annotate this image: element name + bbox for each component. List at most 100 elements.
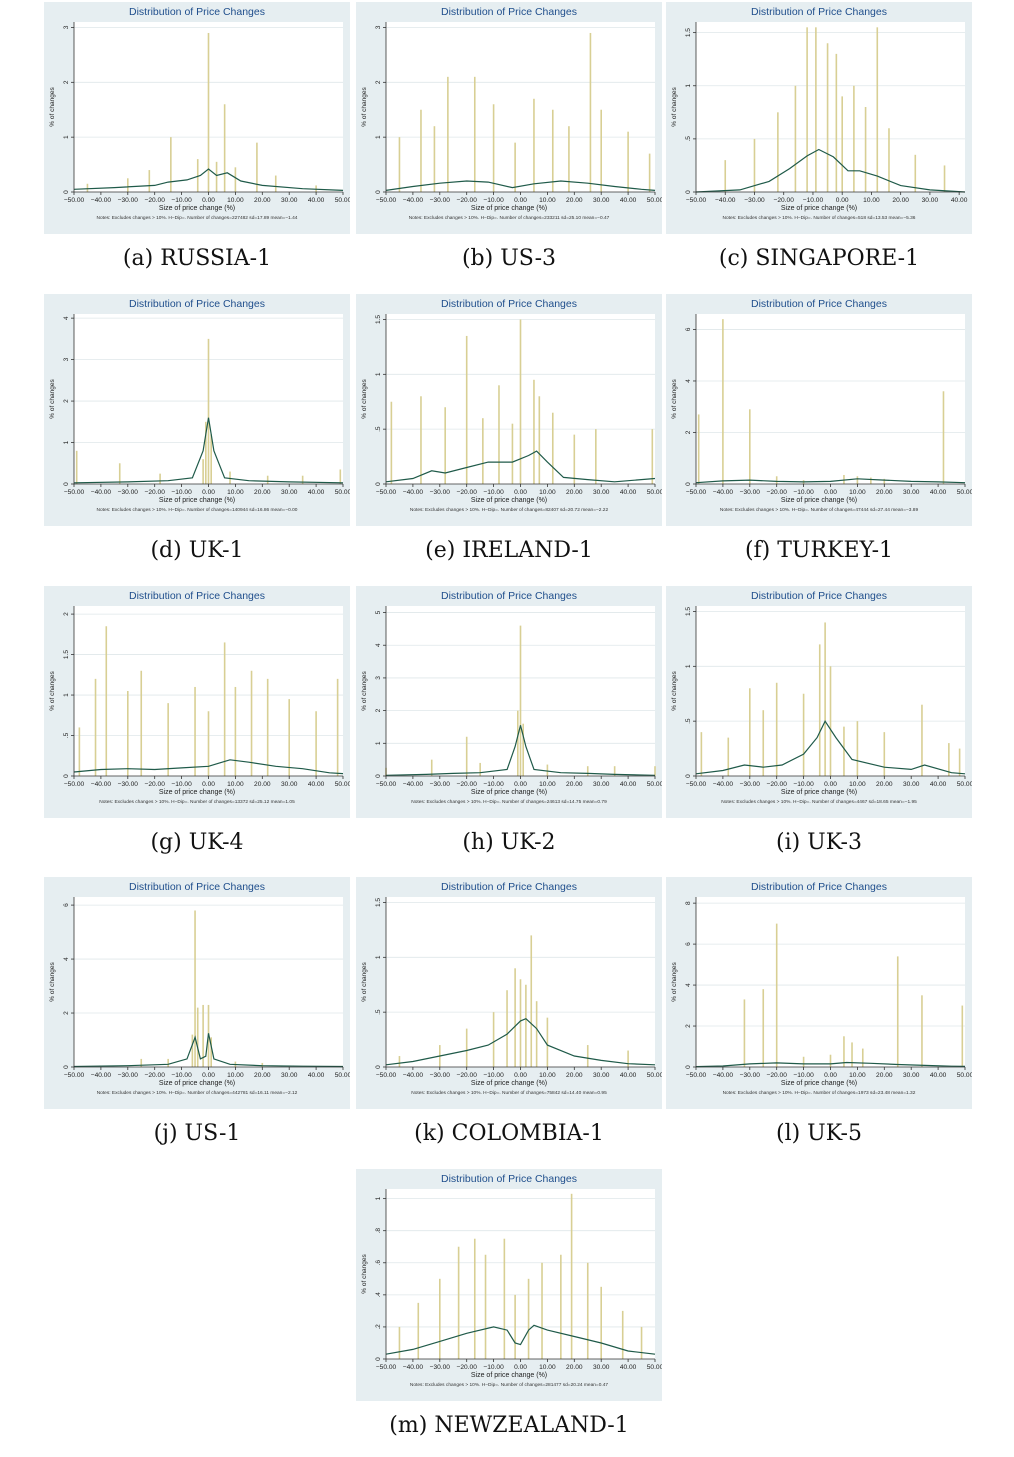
x-tick-label: −20.00: [457, 489, 478, 496]
y-tick-label: 4: [375, 643, 382, 647]
x-tick-label: 20.00: [566, 1364, 583, 1371]
y-axis-label: % of changes: [361, 379, 368, 419]
price-change-bar: [390, 401, 393, 484]
y-tick-label: 0: [63, 482, 70, 486]
y-tick-label: 2: [685, 430, 692, 434]
price-change-bar: [762, 710, 765, 776]
x-axis-label: Size of price change (%): [471, 205, 547, 212]
price-change-bar: [210, 1037, 212, 1067]
x-tick-label: −20.00: [457, 1364, 478, 1371]
price-change-bar: [465, 1028, 468, 1067]
y-tick-label: 1.5: [375, 315, 382, 324]
x-tick-label: −30.00: [118, 781, 139, 788]
x-tick-label: 20.00: [254, 489, 271, 496]
x-tick-label: 30.00: [593, 489, 610, 496]
subfigure-caption: (l) UK-5: [775, 1121, 862, 1146]
x-tick-label: −30.00: [430, 1364, 451, 1371]
y-tick-label: 0: [375, 1065, 382, 1069]
price-change-bar: [627, 131, 629, 192]
price-change-bar: [883, 732, 886, 776]
price-change-bar: [829, 666, 832, 776]
price-change-bar: [586, 766, 589, 776]
x-tick-label: −30.00: [740, 1072, 761, 1079]
y-tick-label: 0: [685, 190, 692, 194]
subfigure-caption: (j) US-1: [153, 1121, 241, 1146]
y-tick-label: 6: [63, 903, 70, 907]
price-change-bar: [433, 126, 436, 192]
y-axis-label: % of changes: [361, 1254, 368, 1294]
price-change-bar: [86, 183, 89, 192]
price-change-bar: [127, 178, 129, 192]
chart-panel-b: Distribution of Price Changes 0 1 2 3 % of ch…: [354, 0, 664, 290]
price-change-bar: [802, 693, 805, 776]
y-tick-label: 3: [375, 676, 382, 680]
price-change-bar: [167, 703, 169, 776]
price-change-bar: [806, 27, 808, 192]
price-change-bar: [196, 159, 199, 192]
chart-figure: Distribution of Price Changes 0 .5 1 1.5 2 % o…: [44, 586, 350, 818]
price-change-bar: [274, 175, 277, 192]
chart-panel-d: Distribution of Price Changes 0 1 2 3 4 % of c…: [42, 292, 352, 582]
price-change-bar: [266, 678, 269, 776]
y-tick-label: 0: [375, 774, 382, 778]
price-change-bar: [465, 335, 468, 484]
price-change-bar: [196, 1007, 199, 1067]
x-tick-label: −10.00: [483, 489, 504, 496]
y-axis-label: % of changes: [49, 379, 56, 419]
chart-panel-l: Distribution of Price Changes 0 2 4 6 8 % of c…: [664, 875, 974, 1165]
price-change-bar: [921, 995, 923, 1067]
density-line: [695, 478, 966, 484]
y-tick-label: 2: [375, 708, 382, 712]
y-tick-label: 1.5: [63, 650, 70, 659]
y-tick-label: 0: [63, 190, 70, 194]
x-tick-label: 10.00: [539, 489, 556, 496]
x-tick-label: −30.00: [430, 489, 451, 496]
price-change-bar: [519, 625, 522, 776]
density-line: [385, 725, 656, 776]
y-tick-label: .5: [685, 718, 692, 724]
x-tick-label: −30.00: [740, 781, 761, 788]
chart-panel-c: Distribution of Price Changes 0 .5 1 1.5 % of…: [664, 0, 974, 290]
x-tick-label: −50.00: [376, 1364, 397, 1371]
price-change-bar: [851, 1042, 853, 1067]
chart-note: Notes: Excludes changes > 10%. H−Dip=. N…: [97, 1090, 298, 1096]
price-change-bar: [749, 409, 751, 484]
x-tick-label: 20.00: [892, 197, 909, 204]
price-change-bar: [533, 98, 535, 192]
chart-note: Notes: Excludes changes > 10%. H−Dip=. N…: [723, 1090, 916, 1096]
price-change-bar: [861, 1048, 864, 1067]
chart-svg: Distribution of Price Changes 0 2 4 6 % of ch…: [49, 881, 350, 1096]
y-tick-label: .4: [375, 1292, 382, 1298]
price-change-bar: [398, 1326, 401, 1359]
price-change-bar: [447, 76, 449, 192]
x-tick-label: 10.00: [227, 1072, 244, 1079]
x-axis-label: Size of price change (%): [159, 1080, 235, 1087]
price-change-bar: [223, 642, 226, 776]
price-change-bar: [722, 319, 724, 484]
x-tick-label: −20.00: [457, 1072, 478, 1079]
x-tick-label: 50.00: [335, 1072, 350, 1079]
price-change-bar: [613, 766, 616, 776]
chart-panel-h: Distribution of Price Changes 0 1 2 3 4 5 % of …: [354, 584, 664, 874]
chart-figure: Distribution of Price Changes 0 2 4 6 8 % of c…: [666, 877, 972, 1109]
x-tick-label: −10.00: [171, 781, 192, 788]
density-line: [73, 759, 344, 775]
x-axis-label: Size of price change (%): [781, 1080, 857, 1087]
y-tick-label: 4: [685, 983, 692, 987]
y-tick-label: .5: [63, 732, 70, 738]
price-change-bar: [586, 1045, 589, 1067]
y-axis-label: % of changes: [671, 671, 678, 711]
x-tick-label: 50.00: [957, 489, 972, 496]
y-tick-label: 0: [375, 482, 382, 486]
x-tick-label: 40.00: [620, 489, 637, 496]
density-line: [73, 168, 344, 191]
price-change-bar: [595, 429, 597, 484]
x-tick-label: 40.00: [308, 1072, 325, 1079]
plot-area: [696, 897, 965, 1067]
x-tick-label: −20.00: [145, 489, 166, 496]
price-change-bar: [876, 27, 879, 192]
price-change-bar: [223, 104, 226, 192]
x-tick-label: 30.00: [593, 197, 610, 204]
price-change-bar: [444, 407, 446, 484]
x-tick-label: 30.00: [593, 1072, 610, 1079]
